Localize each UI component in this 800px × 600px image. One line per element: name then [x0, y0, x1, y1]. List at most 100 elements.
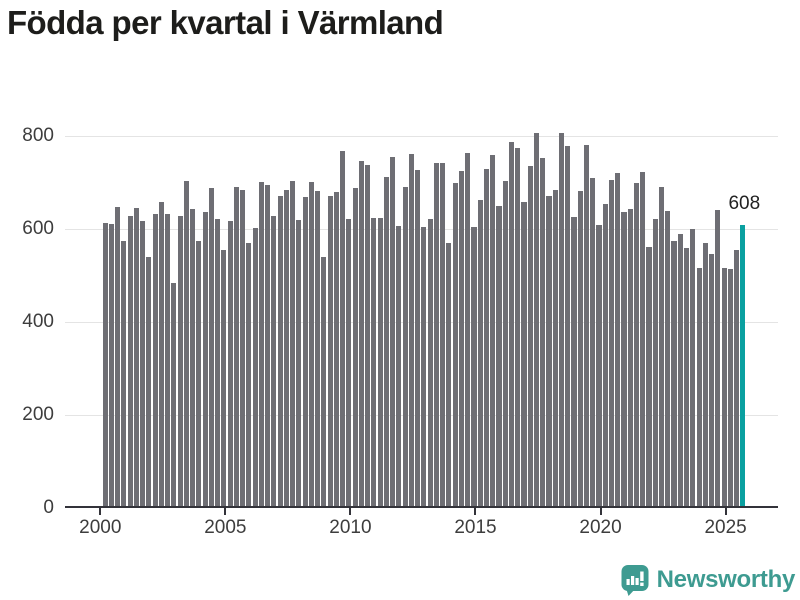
bar-2001Q4 [146, 256, 152, 508]
bar-2011Q1 [377, 218, 383, 508]
bar-2013Q2 [433, 163, 439, 508]
bar-2009Q1 [327, 196, 333, 508]
bar-2024Q3 [715, 209, 721, 508]
bar-2004Q4 [221, 250, 227, 508]
bar-2023Q4 [696, 268, 702, 508]
bar-2003Q4 [196, 241, 202, 508]
bar-2000Q4 [121, 241, 127, 508]
bar-2022Q1 [652, 219, 658, 508]
x-axis-tick-2015 [474, 508, 477, 515]
bar-2008Q1 [302, 196, 308, 508]
bar-2000Q2 [108, 223, 114, 508]
bar-2006Q3 [265, 185, 271, 508]
bar-2004Q3 [215, 218, 221, 508]
bar-2014Q2 [458, 170, 464, 508]
bar-2017Q4 [546, 195, 552, 508]
bar-2024Q1 [702, 243, 708, 508]
bar-2015Q1 [477, 200, 483, 508]
x-axis-tick-2020 [599, 508, 602, 515]
bar-2011Q3 [390, 156, 396, 508]
bar-2016Q2 [508, 141, 515, 508]
bar-2011Q2 [383, 176, 389, 508]
x-axis-tick-2010 [349, 508, 352, 515]
bar-2016Q4 [521, 201, 527, 508]
bar-2012Q1 [402, 187, 408, 508]
bar-2007Q4 [296, 220, 302, 508]
bar-2020Q3 [615, 172, 621, 508]
bar-2020Q1 [602, 204, 608, 508]
bar-2007Q1 [277, 195, 283, 508]
bar-2021Q3 [640, 171, 646, 508]
chart-title: Födda per kvartal i Värmland [7, 4, 444, 41]
bar-2015Q2 [483, 168, 489, 508]
highlight-bar-2025Q3 [740, 224, 746, 508]
bar-2014Q4 [471, 226, 477, 508]
bar-2021Q2 [633, 182, 640, 508]
bar-2019Q3 [590, 178, 596, 508]
bar-2019Q1 [577, 190, 583, 508]
bar-2024Q4 [721, 268, 727, 508]
bar-2002Q4 [171, 282, 177, 508]
x-axis-label-2005: 2005 [204, 516, 247, 538]
bar-2025Q2 [734, 249, 740, 508]
bar-2007Q3 [290, 180, 296, 508]
bar-2021Q4 [646, 246, 652, 508]
bar-2010Q4 [371, 218, 377, 508]
bar-2023Q2 [684, 247, 690, 508]
bar-2023Q1 [677, 233, 683, 508]
bar-2018Q1 [552, 190, 558, 508]
bar-2022Q4 [671, 241, 677, 508]
newsworthy-icon [621, 565, 649, 596]
bar-2009Q3 [340, 151, 346, 508]
bar-2003Q1 [177, 216, 183, 508]
bar-2013Q1 [427, 219, 433, 508]
bar-2008Q2 [308, 181, 314, 508]
bar-2010Q3 [365, 164, 371, 508]
bar-2018Q2 [558, 133, 565, 508]
bar-2012Q3 [415, 170, 421, 508]
gridline-800 [65, 135, 778, 137]
bar-2015Q3 [490, 155, 496, 508]
bar-2000Q1 [102, 222, 108, 508]
x-axis-label-2025: 2025 [704, 516, 747, 538]
x-axis-label-2015: 2015 [454, 516, 497, 538]
bar-2024Q2 [709, 253, 715, 508]
bar-2004Q2 [208, 187, 214, 508]
y-axis-label-200: 200 [22, 403, 54, 425]
bar-2006Q1 [252, 228, 258, 508]
bar-2023Q3 [690, 229, 696, 508]
bar-2002Q3 [165, 214, 171, 508]
bar-2001Q1 [127, 216, 133, 508]
bar-2005Q4 [246, 243, 252, 508]
bar-2010Q2 [358, 161, 364, 508]
bar-2017Q1 [527, 165, 533, 508]
bar-2006Q2 [258, 182, 264, 508]
y-axis-label-600: 600 [22, 217, 54, 239]
bar-2001Q3 [140, 220, 146, 508]
x-axis-line [65, 506, 778, 508]
y-axis-label-400: 400 [22, 310, 54, 332]
bar-2012Q4 [421, 226, 427, 508]
bar-2005Q2 [233, 186, 239, 508]
bar-2013Q4 [446, 242, 452, 508]
bar-2009Q4 [346, 219, 352, 508]
x-axis-tick-2025 [724, 508, 727, 515]
bar-2009Q2 [333, 192, 339, 508]
bar-2021Q1 [627, 208, 633, 508]
bar-2019Q2 [583, 144, 590, 508]
bar-2010Q1 [352, 188, 358, 508]
bar-2001Q2 [133, 207, 139, 508]
bar-2020Q4 [621, 211, 627, 508]
bar-2007Q2 [283, 189, 289, 508]
bar-2017Q3 [540, 157, 546, 508]
x-axis-label-2020: 2020 [579, 516, 622, 538]
bar-2016Q1 [502, 180, 508, 508]
y-axis-label-0: 0 [43, 496, 54, 518]
bar-2020Q2 [608, 180, 615, 508]
bar-2003Q2 [183, 181, 189, 508]
bar-2014Q1 [452, 182, 458, 508]
newsworthy-logo: Newsworthy [620, 564, 795, 596]
x-axis-tick-2000 [99, 508, 102, 515]
bar-2018Q3 [565, 146, 571, 508]
bar-2008Q4 [321, 256, 327, 508]
